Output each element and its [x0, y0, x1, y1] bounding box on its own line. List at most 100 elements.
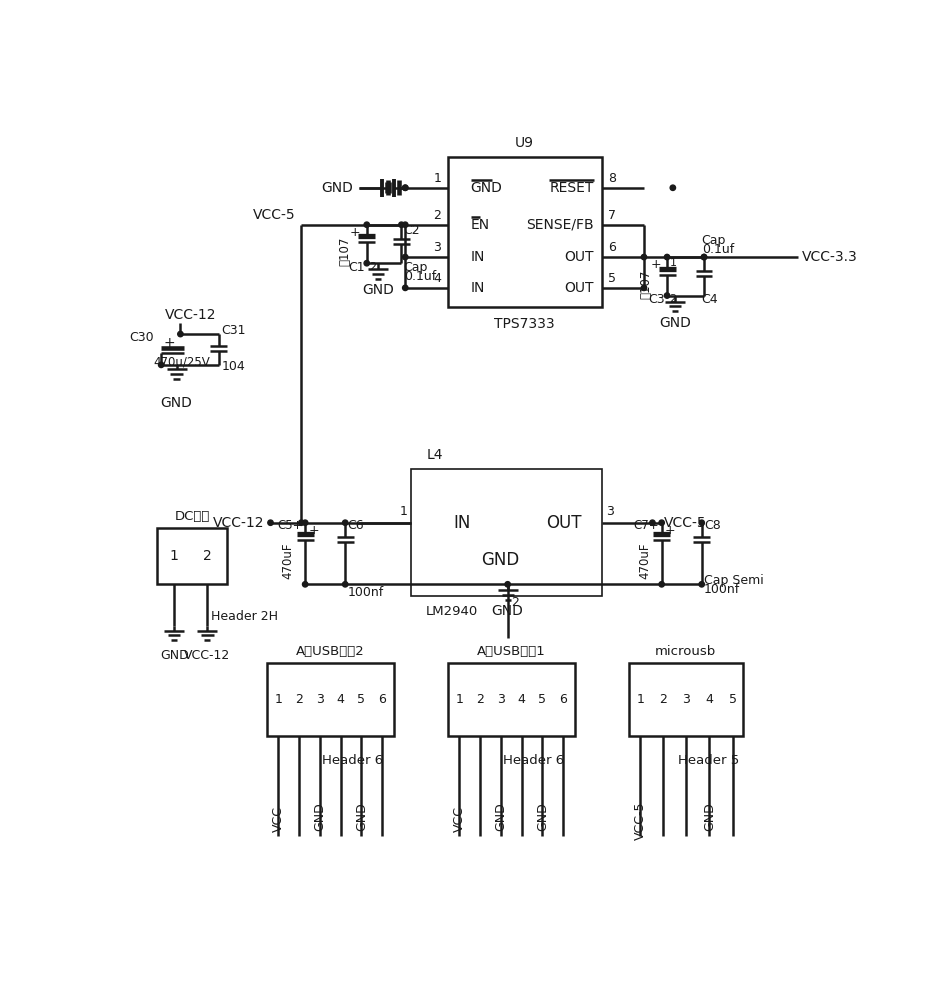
Text: 5: 5: [729, 693, 736, 706]
Text: A型USB插口1: A型USB插口1: [477, 645, 546, 658]
Text: EN: EN: [471, 218, 490, 232]
Text: 7: 7: [608, 209, 615, 222]
Text: GND: GND: [471, 181, 502, 195]
Circle shape: [641, 254, 647, 260]
Text: GND: GND: [659, 316, 691, 330]
Text: 104: 104: [221, 360, 245, 373]
Text: 6: 6: [379, 693, 386, 706]
Text: +: +: [163, 336, 175, 350]
Text: C3: C3: [649, 293, 665, 306]
Text: Header 6: Header 6: [503, 754, 565, 767]
Text: VCC-5: VCC-5: [664, 516, 707, 530]
Text: GND: GND: [321, 181, 353, 195]
Circle shape: [298, 520, 304, 525]
Text: 1: 1: [669, 258, 676, 268]
Text: 1: 1: [433, 172, 442, 185]
Text: 4: 4: [337, 693, 345, 706]
Circle shape: [659, 520, 665, 525]
Text: 4: 4: [705, 693, 714, 706]
Text: Cap: Cap: [404, 261, 428, 274]
Text: 3: 3: [497, 693, 505, 706]
Text: 4: 4: [433, 272, 442, 285]
Circle shape: [302, 582, 308, 587]
Text: VCC-5: VCC-5: [253, 208, 295, 222]
Text: C5+: C5+: [278, 519, 303, 532]
Text: 2: 2: [659, 693, 667, 706]
Text: IN: IN: [454, 514, 471, 532]
Text: 100nf: 100nf: [704, 583, 740, 596]
Circle shape: [649, 520, 655, 525]
Text: GND: GND: [536, 802, 548, 831]
Text: GND: GND: [362, 283, 395, 297]
Text: GND: GND: [495, 802, 507, 831]
Circle shape: [701, 254, 707, 260]
Text: 钽107: 钽107: [639, 269, 652, 299]
Text: 2: 2: [295, 693, 303, 706]
Text: 8: 8: [608, 172, 615, 185]
Text: 4: 4: [517, 693, 526, 706]
Text: 1: 1: [455, 693, 464, 706]
Text: 2: 2: [203, 549, 211, 563]
Text: +: +: [665, 524, 675, 537]
Text: IN: IN: [471, 250, 485, 264]
Text: +: +: [650, 258, 661, 271]
Text: C2: C2: [404, 224, 420, 237]
Text: +: +: [309, 524, 319, 537]
Text: Header 5: Header 5: [678, 754, 739, 767]
Circle shape: [402, 285, 408, 291]
Circle shape: [699, 582, 704, 587]
Text: 470uF: 470uF: [281, 543, 295, 579]
Text: VCC: VCC: [272, 806, 285, 832]
Circle shape: [398, 222, 404, 227]
Text: 1: 1: [399, 505, 408, 518]
Text: Cap Semi: Cap Semi: [704, 574, 764, 587]
Text: 2: 2: [669, 294, 677, 304]
Text: 1: 1: [275, 693, 282, 706]
Text: IN: IN: [471, 281, 485, 295]
Circle shape: [402, 185, 408, 190]
Circle shape: [402, 185, 408, 190]
Text: 3: 3: [683, 693, 690, 706]
Text: GND: GND: [480, 551, 519, 569]
Text: VCC-12: VCC-12: [184, 649, 230, 662]
Text: C4: C4: [701, 293, 718, 306]
Circle shape: [699, 520, 704, 525]
Circle shape: [659, 582, 665, 587]
Text: Header 6: Header 6: [323, 754, 383, 767]
Circle shape: [670, 185, 676, 190]
Text: 1: 1: [636, 693, 644, 706]
Text: VCC-12: VCC-12: [165, 308, 216, 322]
Text: 3: 3: [433, 241, 442, 254]
Circle shape: [364, 261, 369, 266]
Text: U9: U9: [515, 136, 534, 150]
Bar: [447, 157, 601, 307]
Circle shape: [665, 254, 669, 260]
Text: OUT: OUT: [547, 514, 582, 532]
Text: GND: GND: [160, 396, 193, 410]
Text: LM2940: LM2940: [426, 605, 478, 618]
Text: Header 2H: Header 2H: [211, 610, 278, 623]
Circle shape: [665, 293, 669, 298]
Circle shape: [159, 362, 164, 368]
Text: 5: 5: [608, 272, 615, 285]
Text: +: +: [350, 226, 361, 239]
Text: 钽107: 钽107: [339, 237, 352, 266]
Text: C30: C30: [128, 331, 154, 344]
Text: VCC-3.3: VCC-3.3: [801, 250, 857, 264]
Circle shape: [302, 520, 308, 525]
Text: GND: GND: [703, 802, 716, 831]
Circle shape: [641, 285, 647, 291]
Text: VCC-12: VCC-12: [212, 516, 264, 530]
Text: GND: GND: [160, 649, 189, 662]
Circle shape: [701, 254, 707, 260]
Text: OUT: OUT: [565, 281, 594, 295]
Circle shape: [364, 222, 369, 227]
Text: GND: GND: [355, 802, 368, 831]
Text: SENSE/FB: SENSE/FB: [527, 218, 594, 232]
Text: L4: L4: [427, 448, 444, 462]
Text: 3: 3: [606, 505, 615, 518]
Bar: [629, 663, 743, 736]
Text: RESET: RESET: [549, 181, 594, 195]
Text: 3: 3: [316, 693, 324, 706]
Text: microusb: microusb: [655, 645, 716, 658]
